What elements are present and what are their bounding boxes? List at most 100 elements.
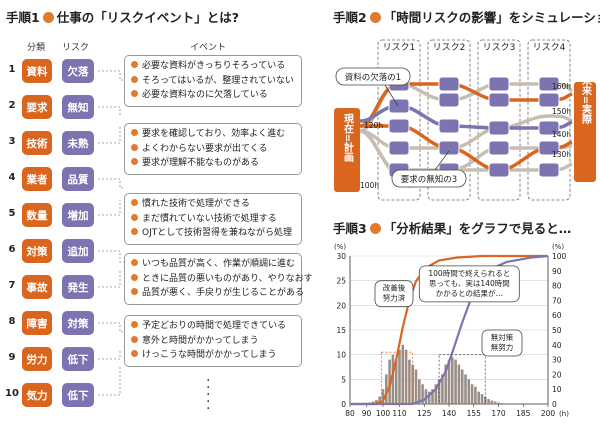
y-right-tick: 40 xyxy=(552,341,562,350)
event-item: 品質が悪く、手戻りが生じることがある xyxy=(131,286,304,301)
event-text: ときに品質の悪いものがあり、やりなおす xyxy=(142,273,313,284)
event-item: そろってはいるが、整理されていない xyxy=(131,74,295,89)
x-tick: 140 xyxy=(442,409,457,418)
bullet-icon xyxy=(369,223,381,234)
right-unit-label: (%) xyxy=(552,243,564,251)
bullet-icon xyxy=(131,259,138,266)
connector-1 xyxy=(98,70,125,81)
y-right-tick: 70 xyxy=(552,296,562,305)
histogram-bar xyxy=(484,396,487,404)
histogram-bar xyxy=(398,349,401,404)
y-right-tick: 80 xyxy=(552,282,562,291)
callout-top-box xyxy=(335,67,411,86)
bullet-icon xyxy=(131,199,138,206)
y-left-tick: 30 xyxy=(336,252,346,261)
x-unit-label: (h) xyxy=(559,410,569,418)
risk-badge: 欠落 xyxy=(62,59,94,83)
node xyxy=(488,76,510,92)
y-left-tick: 15 xyxy=(336,326,346,335)
callout-note-text: かかるとの結果が… xyxy=(436,288,503,298)
histogram-bar xyxy=(444,364,447,404)
bullet-icon xyxy=(131,129,138,136)
risk-badge: 対策 xyxy=(62,311,94,335)
node xyxy=(488,140,510,156)
row-number: 9 xyxy=(8,352,16,363)
event-box: 慣れた技術で処理ができる まだ慣れていない技術で処理する OJTとして技術習得を兼ね… xyxy=(124,193,302,245)
risk2-column xyxy=(427,39,471,201)
category-badge: 労力 xyxy=(22,347,52,371)
node xyxy=(538,162,560,178)
connector-9 xyxy=(98,350,121,360)
connector-7 xyxy=(98,270,121,288)
callout-improved-text: 改善後 xyxy=(383,283,406,293)
node xyxy=(438,92,460,108)
histogram-bar xyxy=(378,396,381,404)
event-text: 予定どおりの時間で処理できている xyxy=(142,321,287,331)
event-header: イベント xyxy=(190,43,227,53)
y-right-tick: 50 xyxy=(552,326,562,335)
improved-range-box xyxy=(380,351,414,405)
callout-bottom-pointer xyxy=(434,150,450,171)
event-text: よくわからない要求が出てくる xyxy=(142,143,268,154)
histogram-bar xyxy=(411,364,414,404)
event-box: いつも品質が高く、作業が順調に進む ときに品質の悪いものがあり、やりなおす品質が悪… xyxy=(124,253,313,305)
histogram-bar xyxy=(394,359,398,404)
node xyxy=(388,140,410,156)
histogram-bar xyxy=(493,401,497,404)
step3-title-prefix: 手順3 xyxy=(333,221,367,236)
step3-title: 手順3 「分析結果」をグラフで見ると… xyxy=(333,218,571,237)
risk4-label: リスク4 xyxy=(533,42,566,53)
row-connectors xyxy=(98,70,125,396)
event-text: 要求が理解不能なものがある xyxy=(142,158,260,168)
histogram-bar xyxy=(434,384,438,404)
callout-no-measure-text: 無対策 xyxy=(491,332,514,342)
bullet-icon xyxy=(131,350,138,357)
risk-badge: 品質 xyxy=(62,167,94,191)
callout-note-text: 思っても、実は140時間 xyxy=(429,278,510,288)
row-number: 5 xyxy=(8,208,16,219)
histogram-bar xyxy=(421,384,424,404)
bullet-icon xyxy=(131,158,138,165)
x-tick: 80 xyxy=(345,409,355,418)
future-actual-box xyxy=(574,82,596,182)
risk1-label: リスク1 xyxy=(383,42,416,53)
node xyxy=(438,140,460,156)
event-item: いつも品質が高く、作業が順調に進む xyxy=(131,257,295,272)
x-tick: 100 xyxy=(376,409,391,418)
row-number: 10 xyxy=(5,388,19,399)
category-header: 分類 xyxy=(27,43,46,53)
histogram-bar xyxy=(467,379,471,404)
node xyxy=(388,98,410,114)
step1-title-text: 仕事の「リスクイベント」とは? xyxy=(56,10,239,25)
category-badge: 技術 xyxy=(22,131,52,155)
category-badge: 業者 xyxy=(22,167,52,191)
y-right-tick: 0 xyxy=(552,400,557,409)
histogram-bar xyxy=(477,391,480,404)
connector-5 xyxy=(98,200,121,216)
risk-badge: 低下 xyxy=(62,383,94,407)
histogram-bar xyxy=(464,374,467,404)
x-tick: 110 xyxy=(392,409,407,418)
category-badge: 数量 xyxy=(22,203,52,227)
event-item: 慣れた技術で処理ができる xyxy=(131,197,295,212)
risk-badge: 発生 xyxy=(62,275,94,299)
event-text: 意外と時間がかかってしまう xyxy=(142,335,259,346)
risk2-label: リスク2 xyxy=(433,42,466,53)
y-left-tick: 20 xyxy=(336,301,346,310)
y-left-tick: 0 xyxy=(341,400,346,409)
start-value-100: 100h xyxy=(360,181,379,190)
histogram-bar xyxy=(381,389,385,404)
node xyxy=(538,76,560,92)
histogram-bar xyxy=(418,379,421,404)
event-item: ときに品質の悪いものがあり、やりなおす xyxy=(131,272,313,287)
callout-improved-box xyxy=(374,280,414,308)
callout-improved-text: 努力済 xyxy=(383,293,406,303)
y-right-tick: 10 xyxy=(552,385,562,394)
risk-header: リスク xyxy=(62,43,90,53)
node xyxy=(488,120,510,136)
risk3-label: リスク3 xyxy=(483,42,516,53)
bullet-icon xyxy=(131,213,138,221)
purple-cumulative-curve xyxy=(350,254,549,406)
histogram-bar xyxy=(480,394,484,404)
histogram-bar xyxy=(401,344,405,404)
